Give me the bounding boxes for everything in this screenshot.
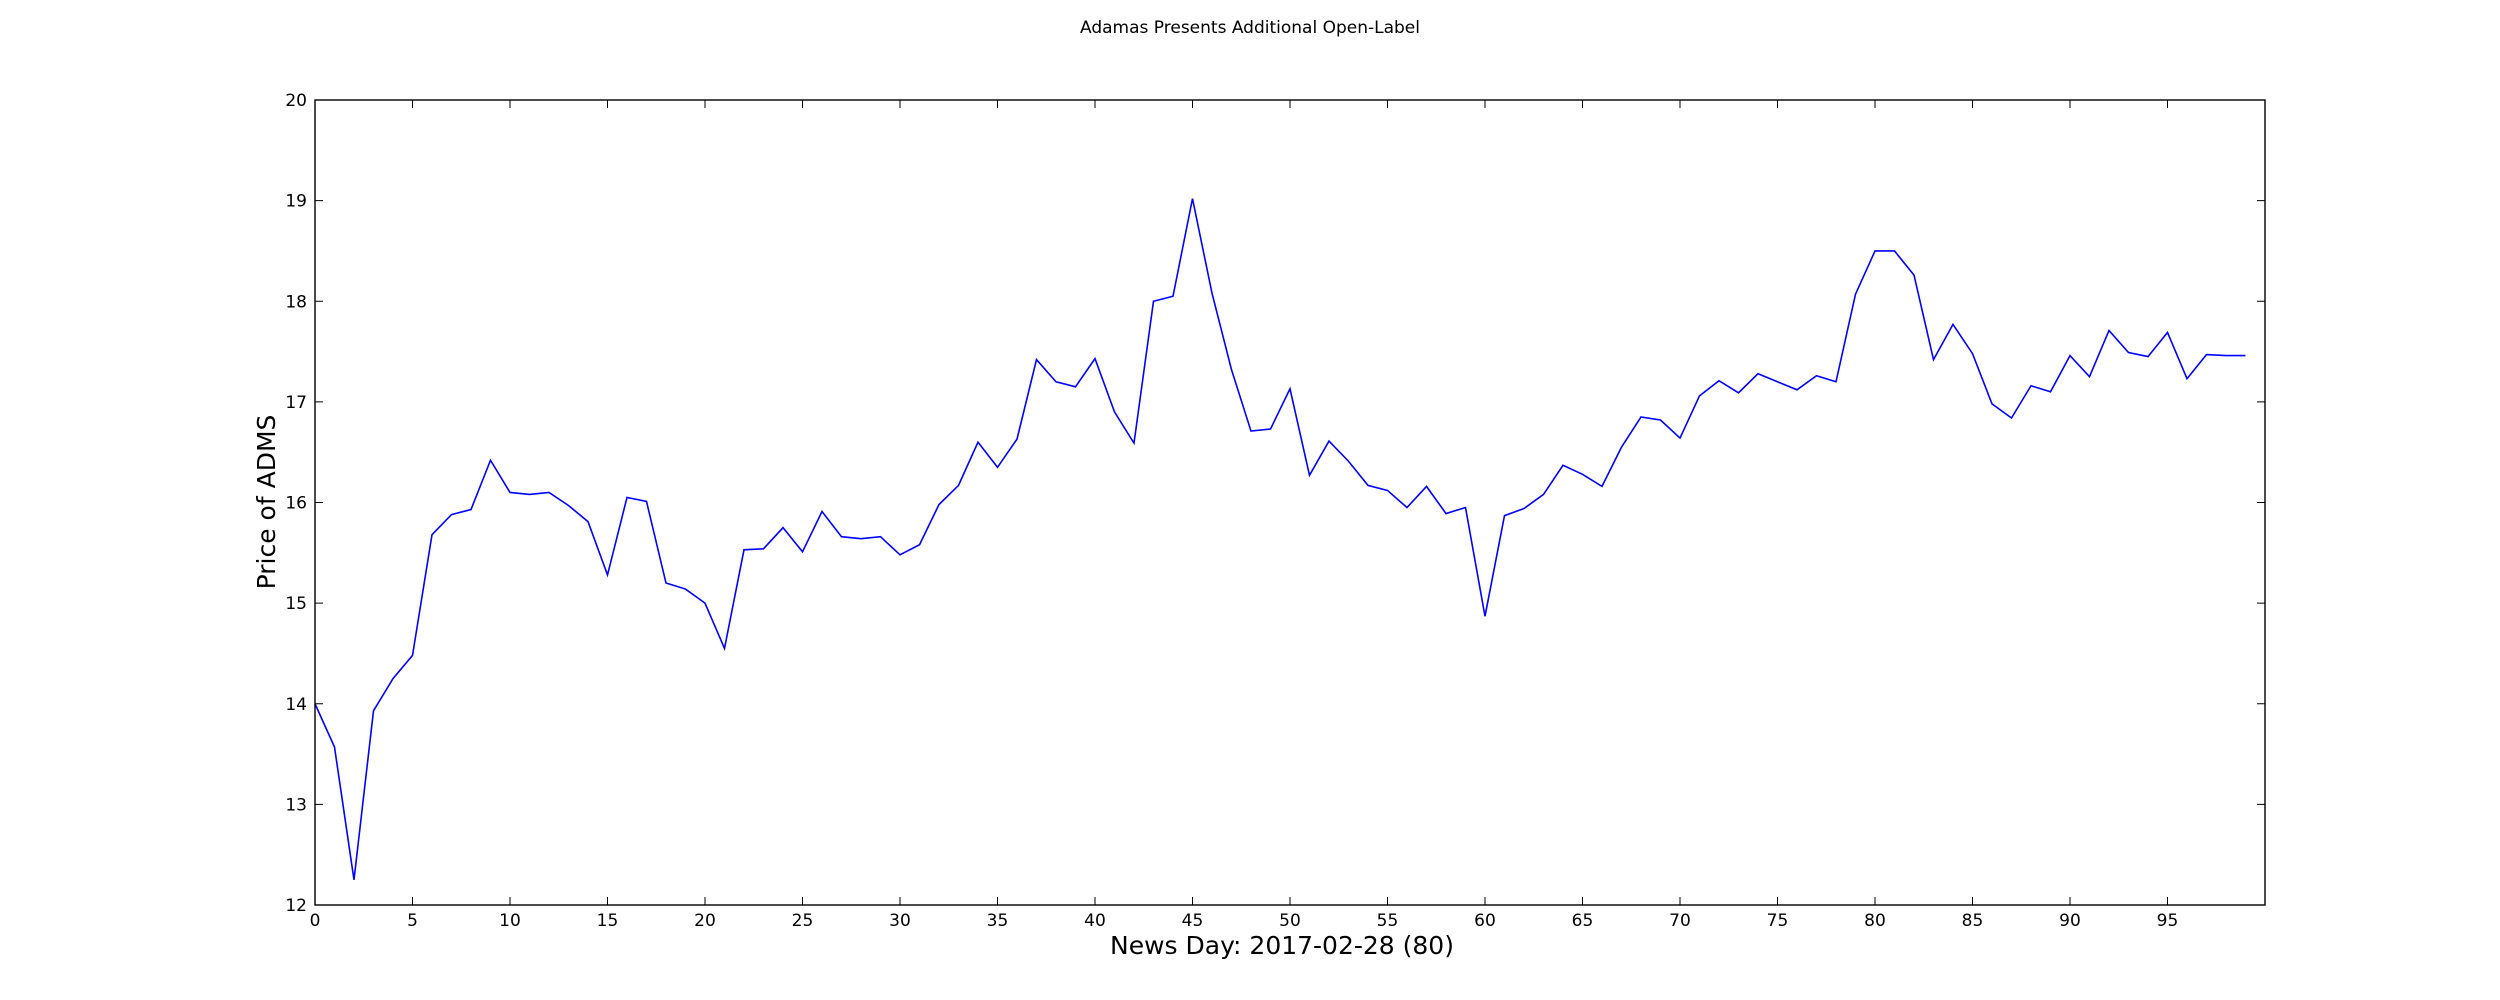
chart-title: Adamas Presents Additional Open-Label (1080, 18, 1420, 38)
y-tick-label: 16 (285, 494, 307, 514)
x-tick-label: 50 (1279, 911, 1301, 931)
plot-frame (314, 99, 2266, 906)
x-tick-label: 30 (889, 911, 911, 931)
x-tick-label: 85 (1962, 911, 1984, 931)
x-tick-label: 40 (1084, 911, 1106, 931)
x-tick-label: 55 (1377, 911, 1399, 931)
plot-area: 0 5 10 15 20 25 30 35 40 45 50 55 60 65 70 75 80 85 90 95 12… (285, 91, 2266, 931)
y-tick-label: 20 (285, 91, 307, 111)
x-tick-label: 5 (407, 911, 418, 931)
x-axis-label: News Day: 2017-02-28 (80) (1110, 931, 1454, 960)
x-tick-label: 10 (499, 911, 521, 931)
y-tick-label: 17 (285, 393, 307, 413)
series-line-0 (314, 198, 2246, 880)
y-tick-label: 12 (285, 896, 307, 916)
y-tick-label: 19 (285, 192, 307, 212)
x-tick-label: 20 (694, 911, 716, 931)
x-tick-label: 70 (1669, 911, 1691, 931)
x-tick-label: 90 (2059, 911, 2081, 931)
x-tick-label: 65 (1572, 911, 1594, 931)
x-tick-label: 15 (597, 911, 619, 931)
y-tick-label: 15 (285, 594, 307, 614)
x-tick-label: 25 (792, 911, 814, 931)
y-tick-label: 18 (285, 292, 307, 312)
x-tick-label: 35 (987, 911, 1009, 931)
y-tick-label: 14 (285, 695, 307, 715)
x-tick-label: 80 (1864, 911, 1886, 931)
x-tick-label: 95 (2157, 911, 2179, 931)
x-tick-label: 0 (310, 911, 321, 931)
x-tick-label: 75 (1767, 911, 1789, 931)
x-tick-label: 60 (1474, 911, 1496, 931)
y-tick-label: 13 (285, 795, 307, 815)
y-axis-label: Price of ADMS (252, 415, 281, 590)
x-tick-label: 45 (1182, 911, 1204, 931)
